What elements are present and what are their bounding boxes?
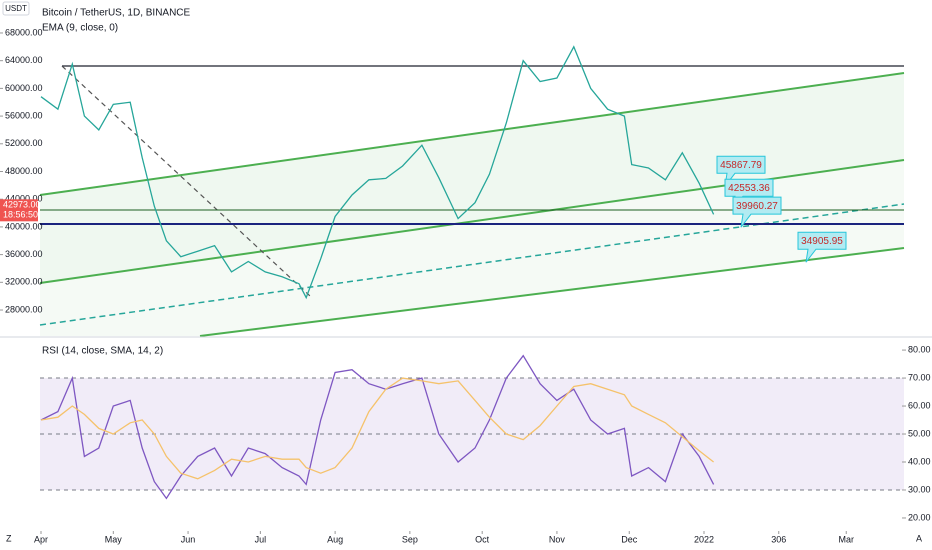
y-tick-label: 32000.00 [5,277,43,287]
y-tick-label: 70.00 [908,372,931,382]
callout-label: 42553.36 [728,183,770,194]
countdown: 18:56:50 [3,210,38,220]
trend-line [39,72,905,196]
indicator-label: EMA (9, close, 0) [42,23,118,34]
x-tick-label: Apr [34,534,48,544]
x-tick-label: Nov [549,534,566,544]
channel-fill [40,160,904,336]
y-tick-label: 36000.00 [5,249,43,259]
y-tick-label: 60.00 [908,400,931,410]
rsi-title: RSI (14, close, SMA, 14, 2) [42,346,163,357]
x-tick-label: 306 [771,534,786,544]
symbol-title: Bitcoin / TetherUS, 1D, BINANCE [42,8,191,19]
currency: USDT [5,4,27,13]
y-tick-label: 50.00 [908,428,931,438]
x-tick-label: Dec [621,534,638,544]
channel-fill [40,73,904,283]
trend-line [61,65,311,297]
x-tick-label: Oct [475,534,490,544]
x-tick-label: 2022 [694,534,714,544]
callout-label: 45867.79 [720,160,762,171]
y-tick-label: 20.00 [908,512,931,522]
control[interactable]: Z [6,533,12,543]
series-line [40,45,715,300]
y-tick-label: 48000.00 [5,166,43,176]
y-tick-label: 60000.00 [5,83,43,93]
last-price-badge [0,199,38,222]
y-tick-label: 56000.00 [5,110,43,120]
callout-label: 34905.95 [801,236,843,247]
x-tick-label: May [105,534,123,544]
y-tick-label: 44000.00 [5,194,43,204]
callout-label: 39960.27 [736,201,778,212]
x-tick-label: Sep [402,534,418,544]
y-tick-label: 68000.00 [5,27,43,37]
trend-line [199,247,905,337]
x-tick-label: Mar [838,534,854,544]
y-tick-label: 40.00 [908,456,931,466]
trend-line [39,203,905,326]
x-tick-label: Jul [255,534,267,544]
y-tick-label: 30.00 [908,484,931,494]
currency-badge [2,1,30,16]
y-tick-label: 80.00 [908,344,931,354]
y-tick-label: 64000.00 [5,55,43,65]
series-line [40,377,714,480]
callout [732,196,782,228]
last-price: 42973.00 [3,200,41,210]
x-tick-label: Aug [327,534,343,544]
y-tick-label: 28000.00 [5,304,43,314]
series-line [40,354,715,500]
y-tick-label: 40000.00 [5,221,43,231]
x-tick-label: Jun [181,534,196,544]
callout [797,231,847,263]
y-tick-label: 52000.00 [5,138,43,148]
control[interactable]: A [916,533,922,543]
